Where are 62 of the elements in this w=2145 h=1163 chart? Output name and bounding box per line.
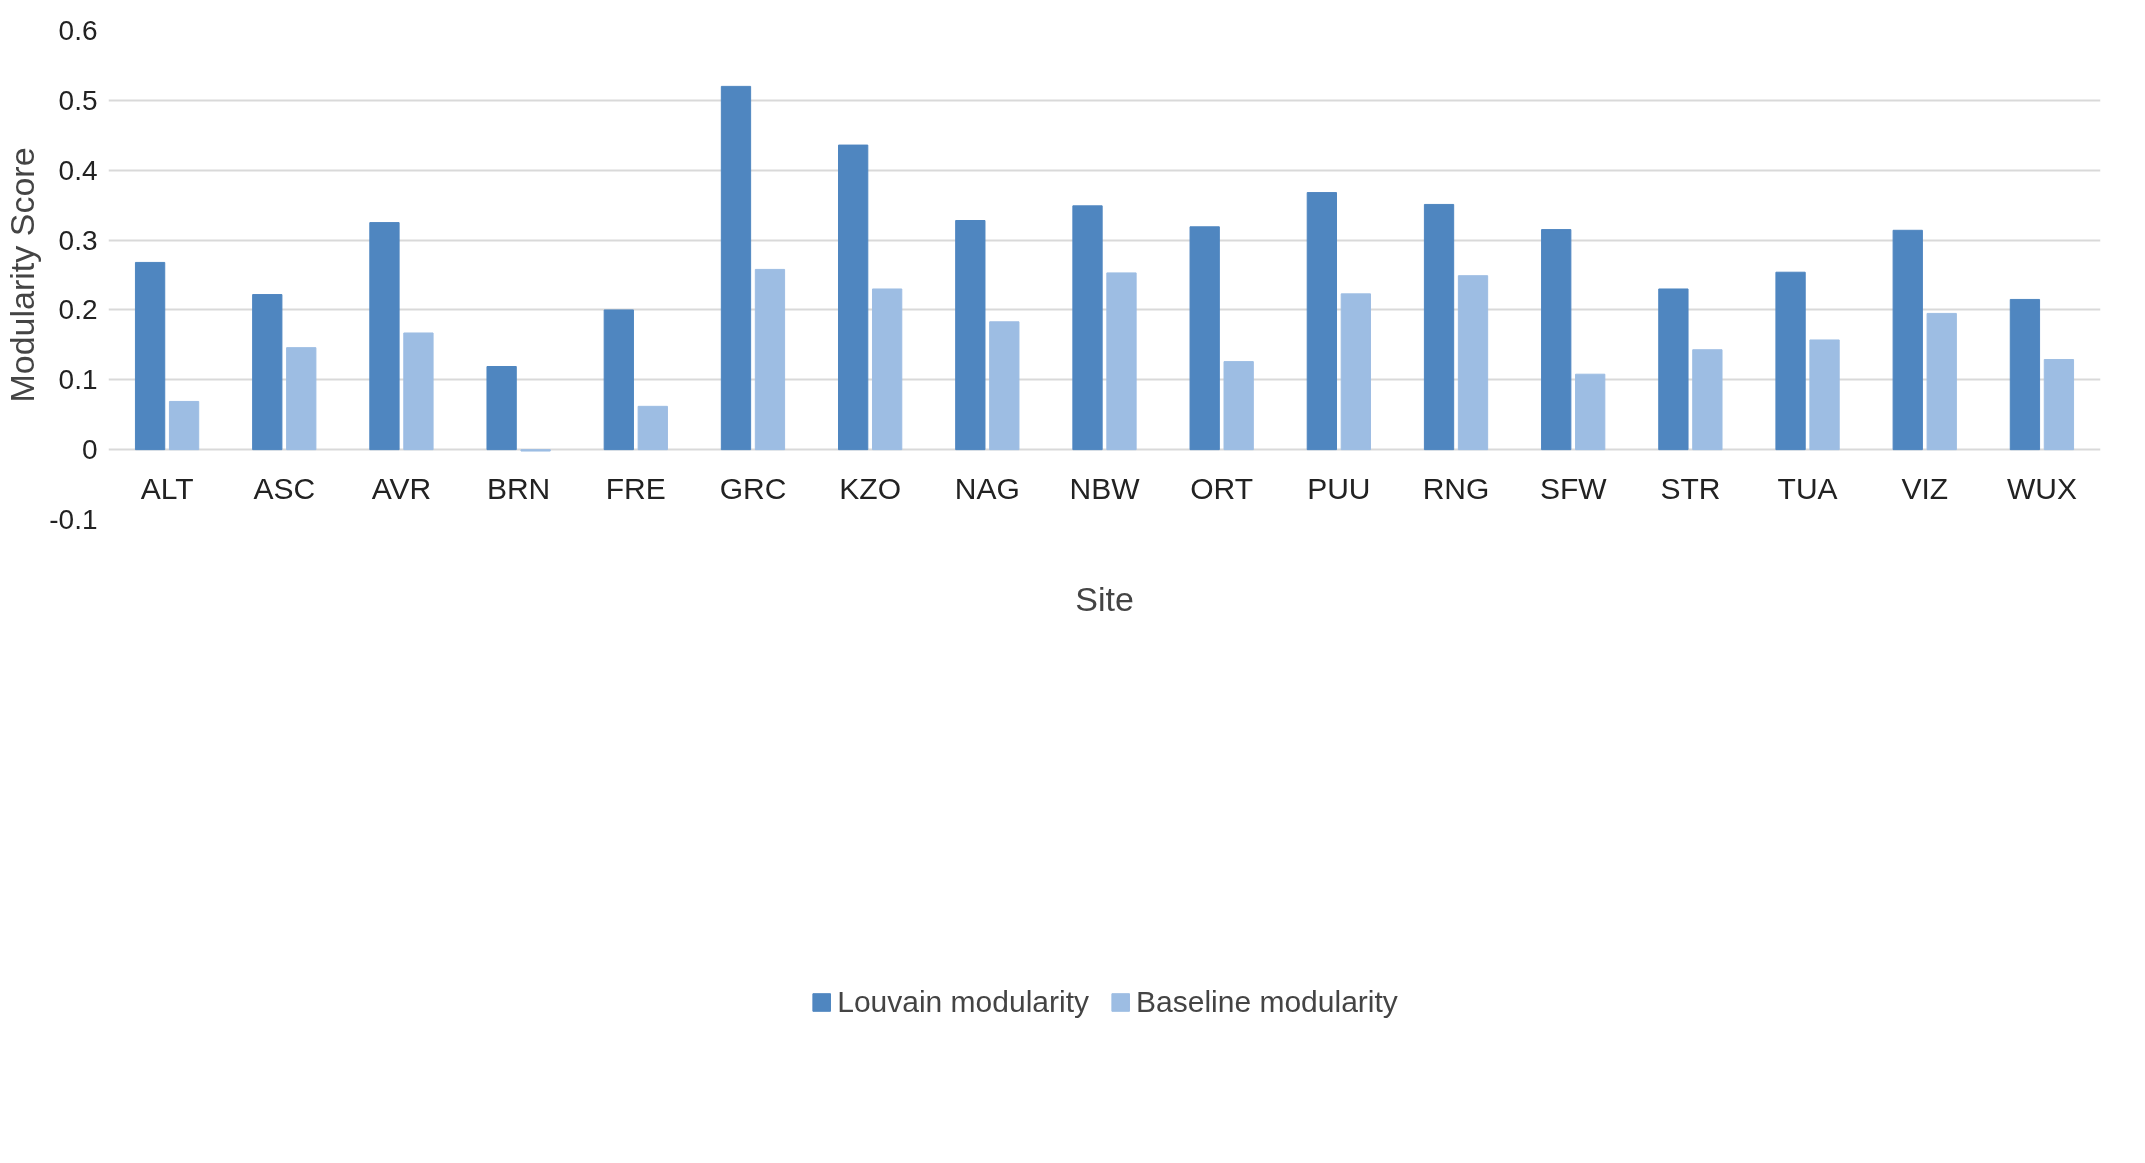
x-tick-label: TUA — [1777, 471, 1838, 505]
x-axis-title: Site — [1075, 579, 1134, 618]
bar — [1809, 339, 1840, 451]
bar — [252, 294, 283, 451]
bar — [1223, 361, 1254, 451]
legend-label: Baseline modularity — [1136, 984, 1398, 1019]
y-tick-label: 0.5 — [58, 84, 98, 116]
bar — [955, 220, 986, 451]
bar — [403, 332, 434, 451]
x-tick-label: WUX — [2006, 471, 2077, 505]
y-tick-label: 0.1 — [58, 364, 98, 396]
bar — [754, 268, 786, 451]
x-tick-label: BRN — [486, 471, 551, 505]
x-tick-label: ASC — [253, 471, 316, 505]
bar — [1106, 272, 1137, 451]
bar — [637, 405, 668, 451]
x-tick-label: AVR — [371, 471, 432, 505]
bar — [720, 85, 752, 451]
bar — [603, 309, 634, 451]
bar — [871, 288, 903, 451]
x-tick-label: NBW — [1069, 471, 1141, 505]
y-tick-label: 0.2 — [58, 294, 98, 326]
bar — [1926, 312, 1957, 451]
x-tick-label: STR — [1660, 471, 1721, 505]
bar — [1775, 271, 1806, 451]
x-tick-label: NAG — [954, 471, 1020, 505]
x-tick-label: FRE — [605, 471, 666, 505]
bar — [168, 400, 200, 451]
bar — [1892, 229, 1923, 451]
x-tick-label: GRC — [719, 471, 787, 505]
bar — [1423, 203, 1455, 451]
x-tick-label: KZO — [839, 471, 901, 505]
bar — [369, 222, 400, 451]
x-tick-label: ALT — [140, 471, 194, 505]
bar — [1457, 275, 1489, 451]
bar — [1189, 226, 1220, 451]
bar — [1575, 373, 1606, 451]
bar — [134, 261, 166, 451]
bar — [2009, 298, 2041, 451]
bar — [1306, 192, 1338, 451]
bar — [989, 321, 1020, 451]
y-tick-label: -0.1 — [49, 504, 98, 535]
y-tick-label: 0.3 — [58, 224, 98, 256]
bar — [1658, 288, 1689, 451]
x-tick-label: VIZ — [1901, 471, 1949, 505]
x-tick-label: PUU — [1307, 471, 1371, 505]
bar — [286, 347, 317, 451]
bar — [486, 366, 517, 451]
bar — [2043, 359, 2075, 451]
legend-label: Louvain modularity — [837, 984, 1090, 1019]
bar — [1340, 293, 1371, 451]
bar — [838, 144, 869, 451]
x-tick-label: ORT — [1190, 471, 1254, 505]
bar — [1072, 205, 1103, 451]
bar — [1541, 229, 1572, 451]
bar — [1692, 349, 1723, 451]
y-axis-title: Modularity Score — [3, 147, 42, 403]
x-tick-label: SFW — [1539, 471, 1608, 505]
y-tick-label: 0 — [81, 434, 98, 466]
y-tick-label: 0.6 — [58, 15, 98, 46]
y-tick-label: 0.4 — [58, 154, 98, 186]
x-tick-label: RNG — [1422, 471, 1490, 505]
